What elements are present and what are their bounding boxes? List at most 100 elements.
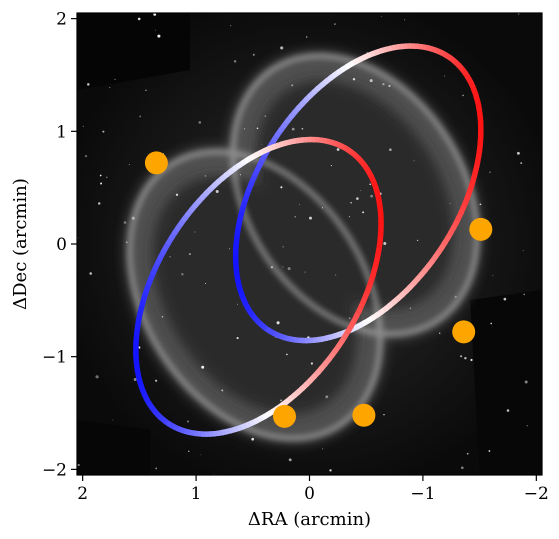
- star: [100, 182, 103, 185]
- star: [282, 266, 284, 268]
- star: [334, 23, 336, 25]
- star: [204, 175, 207, 177]
- star: [490, 322, 493, 325]
- star: [322, 207, 324, 209]
- star: [336, 148, 340, 151]
- star: [188, 253, 191, 256]
- star: [256, 127, 259, 130]
- star: [305, 36, 308, 38]
- star: [194, 231, 196, 233]
- ellipse-layer: [133, 43, 484, 437]
- star: [291, 127, 295, 131]
- star: [380, 16, 382, 18]
- star: [466, 452, 469, 455]
- star: [233, 60, 237, 63]
- star: [99, 174, 102, 177]
- marker-layer: [144, 151, 493, 428]
- star: [409, 307, 412, 310]
- marker-point-4: [273, 404, 296, 428]
- star: [382, 82, 385, 86]
- star: [137, 17, 141, 21]
- star: [310, 362, 313, 365]
- star: [145, 89, 147, 92]
- star: [470, 358, 473, 362]
- star: [350, 202, 352, 204]
- star: [503, 297, 507, 301]
- x-tick-label: 0: [304, 484, 315, 504]
- star: [304, 271, 306, 273]
- star: [240, 174, 241, 176]
- star: [89, 272, 92, 275]
- star: [106, 176, 108, 178]
- star: [109, 87, 111, 89]
- marker-point-3: [452, 320, 476, 344]
- star: [388, 84, 391, 88]
- star: [157, 34, 161, 38]
- star: [138, 346, 141, 349]
- star: [389, 148, 392, 152]
- star: [84, 154, 88, 158]
- star: [221, 389, 224, 392]
- star: [215, 190, 219, 193]
- y-tick-label: −1: [42, 348, 67, 368]
- star: [522, 250, 524, 252]
- star: [264, 115, 267, 117]
- star: [280, 399, 283, 402]
- marker-point-5: [352, 403, 376, 427]
- star: [413, 160, 415, 162]
- star: [479, 203, 482, 206]
- star: [251, 437, 254, 441]
- ellipse-series-1: [232, 43, 484, 344]
- star: [87, 83, 90, 86]
- y-tick-label: 1: [56, 122, 67, 142]
- star: [439, 332, 441, 334]
- star: [97, 202, 101, 205]
- star: [488, 450, 491, 452]
- star: [228, 248, 230, 250]
- star: [169, 256, 171, 258]
- star: [82, 125, 84, 127]
- star: [155, 467, 158, 470]
- marker-point-1: [144, 151, 168, 175]
- plot-area: [77, 13, 542, 475]
- star: [187, 420, 189, 423]
- star: [252, 53, 255, 56]
- marker-point-2: [469, 217, 493, 241]
- y-axis: 2 1 0 −1 −2: [42, 10, 77, 480]
- star: [309, 216, 312, 220]
- star: [464, 356, 467, 360]
- star: [280, 186, 283, 189]
- y-tick-label: 2: [56, 10, 67, 30]
- star: [282, 246, 284, 248]
- star: [360, 190, 362, 191]
- y-axis-label: ΔDec (arcmin): [10, 178, 31, 310]
- x-axis-label: ΔRA (arcmin): [248, 509, 371, 530]
- star: [325, 395, 329, 399]
- star: [526, 425, 528, 427]
- star: [362, 211, 365, 214]
- star: [516, 151, 520, 155]
- star: [444, 75, 446, 77]
- star: [200, 454, 202, 456]
- star: [236, 337, 239, 340]
- star: [139, 115, 142, 118]
- star: [201, 365, 205, 369]
- star: [330, 165, 332, 167]
- x-tick-label: 2: [77, 484, 88, 504]
- star: [161, 316, 164, 318]
- star: [198, 121, 202, 124]
- star: [298, 204, 300, 206]
- star: [280, 46, 284, 50]
- star: [301, 127, 304, 130]
- star: [322, 448, 324, 450]
- x-tick-label: 1: [191, 484, 202, 504]
- ellipse-series-2: [133, 136, 384, 437]
- star: [291, 84, 294, 87]
- x-tick-label: −2: [524, 484, 549, 504]
- star: [236, 303, 239, 305]
- star: [125, 241, 128, 244]
- star: [276, 321, 280, 325]
- nebula-rim: [126, 53, 480, 442]
- star: [524, 380, 528, 384]
- star: [356, 197, 359, 200]
